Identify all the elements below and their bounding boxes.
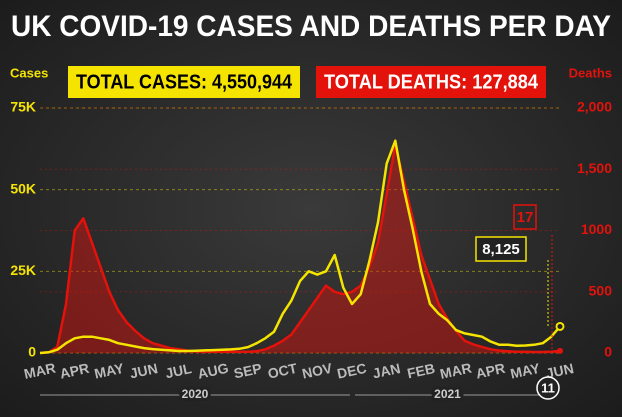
x-tick-label: MAY <box>509 360 542 382</box>
total-deaths: TOTAL DEATHS: 127,884 <box>324 71 539 93</box>
x-tick-label: JUN <box>128 360 159 381</box>
y2-axis-label: Deaths <box>569 65 612 80</box>
y-tick-label: 25K <box>10 262 36 278</box>
x-tick-label: NOV <box>301 360 335 382</box>
x-tick-label: SEP <box>232 360 263 381</box>
y2-tick-label: 1000 <box>581 221 612 237</box>
x-tick-label: MAR <box>438 360 473 382</box>
annotation-box <box>475 236 527 262</box>
x-tick-label: FEB <box>406 360 437 381</box>
x-tick-label: AUG <box>196 360 230 382</box>
x-tick-label: JUL <box>164 360 194 381</box>
annotation-box <box>513 204 537 230</box>
x-tick-label: APR <box>58 360 90 382</box>
year-label: 2021 <box>434 387 461 401</box>
y2-tick-label: 500 <box>589 282 613 298</box>
date-circle <box>536 376 560 400</box>
y-axis-label: Cases <box>10 65 48 80</box>
end-point <box>557 347 563 354</box>
chart-title: UK COVID-19 CASES AND DEATHS PER DAY <box>11 10 611 43</box>
x-tick-label: MAR <box>22 360 57 382</box>
year-label: 2020 <box>182 387 209 401</box>
annotation: 8,125 <box>482 241 520 258</box>
y2-tick-label: 2,000 <box>577 99 612 115</box>
total-deaths-box <box>316 66 546 98</box>
x-tick-label: JUN <box>544 360 575 381</box>
end-date: 11 <box>541 380 555 395</box>
x-tick-label: DEC <box>336 360 368 382</box>
line <box>39 143 561 355</box>
y-tick-label: 0 <box>28 344 36 360</box>
total-cases-box <box>68 66 300 98</box>
end-point <box>555 321 565 331</box>
annotation: 17 <box>517 209 534 226</box>
x-tick-label: OCT <box>266 360 299 382</box>
x-tick-label: APR <box>474 360 506 382</box>
y2-tick-label: 0 <box>604 344 612 360</box>
y-tick-label: 75K <box>10 99 36 115</box>
x-tick-label: JAN <box>371 360 402 381</box>
x-tick-label: MAY <box>93 360 126 382</box>
y-tick-label: 50K <box>10 180 36 196</box>
total-cases: TOTAL CASES: 4,550,944 <box>76 71 293 93</box>
line <box>39 139 561 355</box>
y2-tick-label: 1,500 <box>577 160 612 176</box>
